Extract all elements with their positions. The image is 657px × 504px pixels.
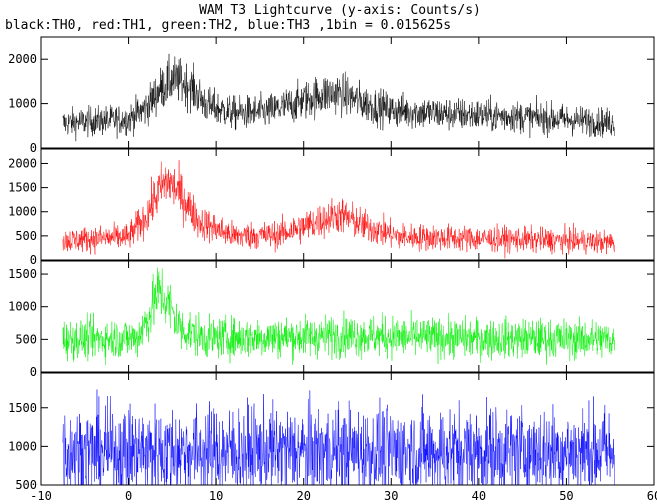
y-tick-label: 1000 [8, 300, 37, 314]
y-tick-label: 1500 [8, 181, 37, 195]
chart-title: WAM T3 Lightcurve (y-axis: Counts/s) [199, 3, 481, 18]
panel-th1: 0 500 1000 1500 2000 [8, 148, 655, 267]
x-tick-label: 60 [647, 489, 657, 503]
y-tick-label: 1500 [8, 267, 37, 281]
x-tick-label: 40 [472, 489, 486, 503]
x-tick-label: 30 [384, 489, 398, 503]
x-tick-label: -10 [30, 489, 52, 503]
chart-subtitle: black:TH0, red:TH1, green:TH2, blue:TH3 … [5, 18, 451, 33]
x-tick-label: 20 [296, 489, 310, 503]
y-tick-label: 2000 [8, 52, 37, 66]
panel-th3: 500 1000 1500 [8, 372, 655, 492]
panel-frame [40, 148, 655, 261]
panel-th0: 0 1000 2000 [8, 36, 655, 155]
y-tick-label: 0 [30, 253, 37, 267]
y-tick-label: 1500 [8, 401, 37, 415]
x-tick-label: 50 [559, 489, 573, 503]
y-tick-label: 500 [15, 229, 37, 243]
panel-th2: 0 500 1000 1500 [8, 260, 655, 379]
y-tick-label: 2000 [8, 156, 37, 170]
x-tick-label: 10 [209, 489, 223, 503]
panel-frame [40, 260, 655, 373]
y-tick-label: 1000 [8, 205, 37, 219]
y-tick-label: 500 [15, 332, 37, 346]
y-tick-label: 0 [30, 365, 37, 379]
y-tick-label: 1000 [8, 97, 37, 111]
series-th1-line [62, 160, 615, 259]
y-tick-label: 1000 [8, 439, 37, 453]
panel-frame [40, 36, 655, 149]
y-tick-label: 0 [30, 141, 37, 155]
x-tick-label: 0 [125, 489, 132, 503]
series-th3-line [62, 389, 615, 485]
y-tick-label: 500 [15, 478, 37, 492]
panel-frame [40, 372, 655, 486]
series-th0-line [62, 53, 615, 142]
series-th2-line [62, 267, 615, 365]
plot-area: 0100020000500100015002000050010001500500… [8, 36, 657, 503]
